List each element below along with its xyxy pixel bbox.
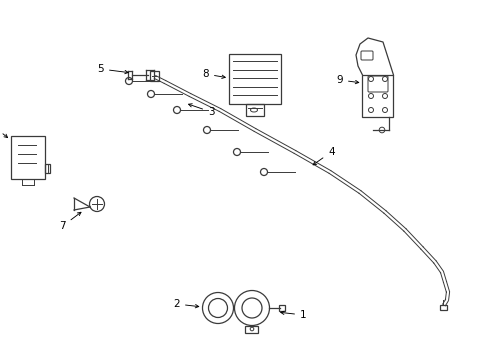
Bar [245, 104, 264, 116]
Bar [228, 54, 281, 104]
Bar [439, 305, 446, 310]
Bar [245, 325, 258, 333]
Text: 1: 1 [280, 310, 306, 320]
Bar [45, 164, 50, 173]
Bar [279, 305, 285, 311]
Text: 2: 2 [173, 299, 198, 309]
Text: 7: 7 [59, 212, 81, 231]
Bar [362, 75, 393, 117]
Text: 9: 9 [336, 75, 358, 85]
Text: 3: 3 [188, 104, 214, 117]
Bar [149, 71, 158, 81]
Text: 8: 8 [202, 69, 225, 79]
Text: 4: 4 [312, 147, 334, 165]
Bar [10, 136, 45, 179]
Text: 5: 5 [97, 64, 128, 74]
Text: 6: 6 [0, 122, 7, 138]
